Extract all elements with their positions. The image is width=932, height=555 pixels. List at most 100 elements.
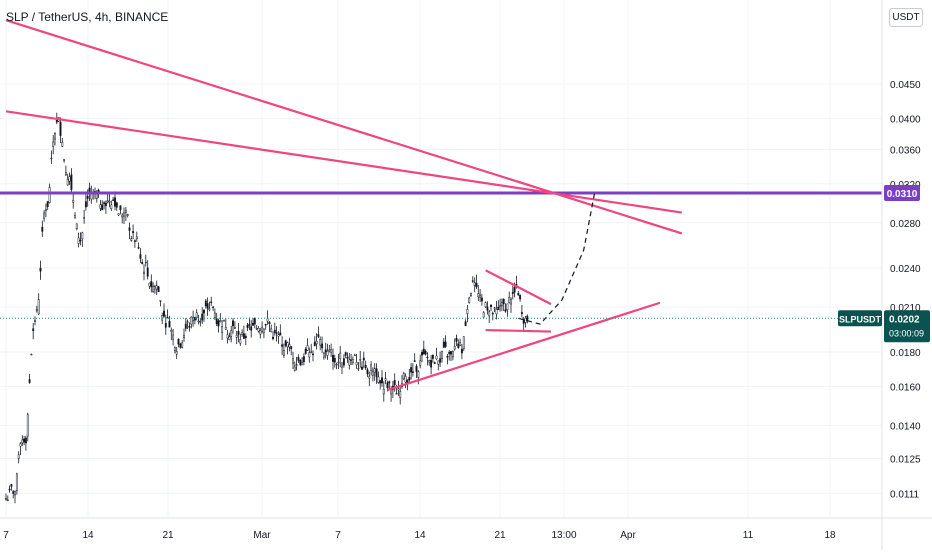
candle-body [237,331,240,335]
candle-body [155,285,158,290]
candle-body [486,306,489,311]
trendline-3[interactable] [387,301,661,392]
candle-body [410,367,413,373]
candle-body [333,358,336,363]
candle-body [206,303,209,309]
candle-body [308,352,311,358]
candle-body [50,157,53,160]
candle-body [312,353,314,356]
candle-body [79,239,82,242]
candle-body [70,174,73,190]
candle-body [255,328,258,330]
candle-body [504,309,507,312]
candle-body [442,341,445,348]
candle-body [455,337,458,342]
x-tick-label: 21 [162,530,174,541]
candle-body [179,343,182,348]
candle-body [103,202,106,204]
candle-body [359,359,362,361]
candle-body [379,380,382,384]
candle-body [17,454,20,459]
candle-body [517,293,520,296]
candle-body [230,330,233,337]
candle-body [172,334,175,340]
trendline-4[interactable] [485,269,552,306]
candle-body [12,491,15,494]
candle-body [121,214,124,218]
candle-body [184,323,187,329]
candle-body [413,360,416,362]
candle-body [221,326,224,333]
candle-body [479,294,482,298]
candle-body [328,349,331,352]
trendline-1[interactable] [5,19,683,235]
candle-body [223,319,225,322]
candle-body [77,237,80,244]
candle-body [63,159,66,161]
candle-body [270,328,273,333]
candle-body [28,379,31,383]
candle-body [262,328,265,334]
candle-body [375,368,378,377]
candle-body [215,318,218,325]
candle-body [277,334,280,337]
candle-body [126,214,129,216]
candle-body [399,391,402,398]
candle-body [137,247,140,249]
candle-body [84,201,87,208]
y-tick-label: 0.0111 [890,489,920,500]
candle-body [371,371,374,376]
candle-body [299,359,302,365]
candle-body [495,309,498,315]
candle-body [431,354,434,359]
candle-body [186,321,189,323]
candle-body [117,213,120,216]
candle-body [195,312,198,319]
y-tick-label: 0.0210 [890,303,921,314]
candle-body [146,267,149,277]
candle-body [163,310,165,317]
candle-body [315,340,318,345]
candle-body [422,348,425,355]
candle-body [217,320,220,327]
candle-body [490,304,492,308]
candle-body [48,187,51,203]
candle-body [39,267,42,272]
candle-body [366,369,369,375]
projection-path[interactable] [518,192,596,325]
candle-body [83,217,86,219]
candle-body [346,356,349,359]
trendline-5[interactable] [485,328,552,333]
currency-selector[interactable]: USDT [889,8,923,27]
candle-body [132,231,135,234]
candle-body [499,305,502,308]
candle-body [235,335,238,338]
candle-body [37,299,40,315]
candle-body [173,347,176,351]
y-tick-label: 0.0360 [890,145,921,156]
candle-body [428,360,431,363]
trendline-2[interactable] [5,110,682,214]
y-tick-label: 0.0180 [890,348,921,359]
last-price-badge [884,310,930,343]
candle-body [135,236,138,240]
candle-body [460,348,463,354]
candle-body [310,351,313,353]
candle-body [386,382,389,388]
candle-body [362,357,365,361]
y-tick-label: 0.0240 [890,264,921,275]
candle-body [248,324,251,326]
candle-body [424,351,427,355]
candle-body [144,261,147,264]
candle-body [108,201,111,203]
x-tick-label: 13:00 [551,530,576,541]
candle-body [297,357,300,361]
candle-body [152,285,155,292]
candle-body [471,280,474,282]
candle-body [370,364,373,371]
candle-body [493,307,496,309]
candle-body [395,393,398,395]
candle-body [193,317,196,321]
